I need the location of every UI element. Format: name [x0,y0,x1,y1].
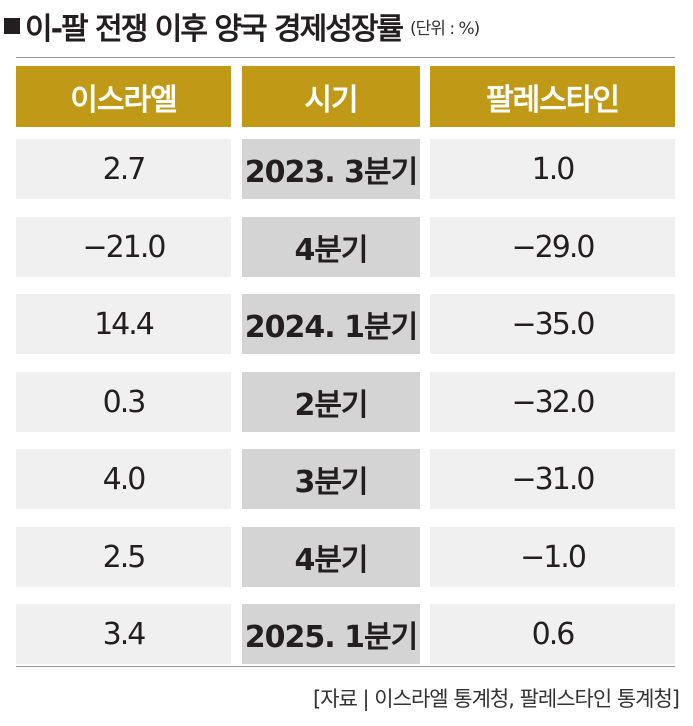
top-divider [16,57,675,58]
table-cell-period-label: 4분기 [242,527,420,587]
table-cell-israel-value: 14.4 [16,294,231,354]
table-cell-period-label: 2024. 1분기 [242,294,420,354]
header-israel: 이스라엘 [16,66,231,127]
table-cell-israel-value: 4.0 [16,449,231,509]
source-note: [자료 | 이스라엘 통계청, 팔레스타인 통계청] [313,687,680,711]
table-cell-palestine-value: −1.0 [430,527,675,587]
table-cell-israel-value: 2.5 [16,527,231,587]
unit-label: (단위 : %) [410,18,480,39]
table-cell-palestine-value: −35.0 [430,294,675,354]
square-bullet-icon [4,18,20,34]
chart-title-row: 이-팔 전쟁 이후 양국 경제성장률 (단위 : %) [4,6,480,47]
table-cell-israel-value: −21.0 [16,217,231,277]
table-cell-palestine-value: 0.6 [430,604,675,664]
table-cell-period-label: 3분기 [242,449,420,509]
table-cell-period-label: 2분기 [242,372,420,432]
table-cell-israel-value: 3.4 [16,604,231,664]
header-palestine: 팔레스타인 [430,66,675,127]
table-cell-period-label: 4분기 [242,217,420,277]
bottom-divider [16,666,675,667]
table-cell-palestine-value: −32.0 [430,372,675,432]
table-cell-israel-value: 0.3 [16,372,231,432]
table-cell-israel-value: 2.7 [16,139,231,199]
chart-title: 이-팔 전쟁 이후 양국 경제성장률 [25,12,404,47]
table-cell-period-label: 2023. 3분기 [242,139,420,199]
table-cell-palestine-value: −31.0 [430,449,675,509]
table-cell-palestine-value: 1.0 [430,139,675,199]
header-period: 시기 [242,66,420,127]
table-cell-palestine-value: −29.0 [430,217,675,277]
table-cell-period-label: 2025. 1분기 [242,604,420,664]
